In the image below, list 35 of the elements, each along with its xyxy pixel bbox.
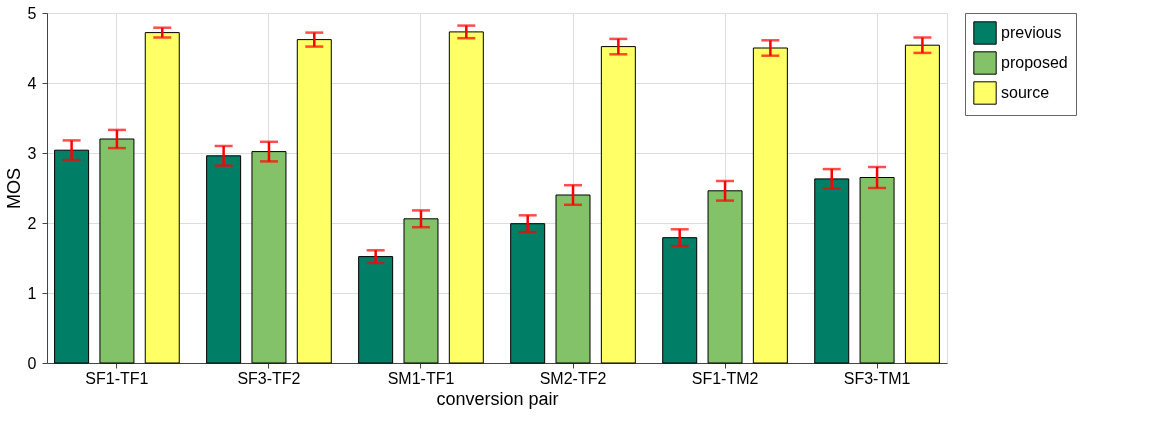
bar bbox=[144, 32, 180, 364]
bar bbox=[448, 31, 484, 364]
y-tick-label: 1 bbox=[27, 284, 37, 302]
bar bbox=[555, 194, 591, 364]
x-tick-label: SM2-TF2 bbox=[539, 369, 607, 387]
bar bbox=[251, 151, 287, 364]
bar bbox=[403, 218, 439, 364]
x-tick-label: SF3-TF2 bbox=[237, 369, 301, 387]
legend-label: source bbox=[1001, 84, 1050, 101]
bar bbox=[358, 256, 394, 364]
bar bbox=[206, 155, 242, 364]
legend-label: proposed bbox=[1001, 54, 1068, 71]
x-tick-label: SF1-TM2 bbox=[691, 369, 759, 387]
y-axis-title: MOS bbox=[3, 167, 24, 210]
x-tick-label: SM1-TF1 bbox=[387, 369, 455, 387]
x-tick-label: SF1-TF1 bbox=[85, 369, 149, 387]
x-axis-title: conversion pair bbox=[436, 388, 559, 409]
bar bbox=[54, 149, 90, 364]
y-tick-label: 3 bbox=[27, 144, 37, 162]
bar bbox=[707, 190, 743, 364]
bar bbox=[859, 177, 895, 364]
bar bbox=[904, 44, 940, 364]
bar bbox=[662, 237, 698, 364]
bar bbox=[99, 138, 135, 364]
y-tick-label: 4 bbox=[27, 74, 37, 92]
bar bbox=[600, 46, 636, 364]
bar bbox=[510, 223, 546, 364]
y-tick-label: 2 bbox=[27, 214, 37, 232]
x-tick-label: SF3-TM1 bbox=[843, 369, 911, 387]
bar bbox=[814, 178, 850, 364]
y-tick-label: 0 bbox=[27, 354, 37, 372]
bar bbox=[296, 39, 332, 364]
y-tick-label: 5 bbox=[27, 4, 37, 22]
legend-label: previous bbox=[1001, 24, 1062, 41]
bar bbox=[752, 47, 788, 364]
